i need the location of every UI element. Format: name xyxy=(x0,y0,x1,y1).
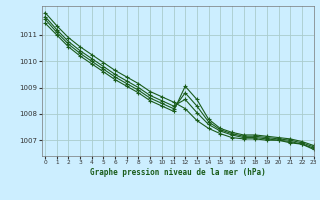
X-axis label: Graphe pression niveau de la mer (hPa): Graphe pression niveau de la mer (hPa) xyxy=(90,168,266,177)
